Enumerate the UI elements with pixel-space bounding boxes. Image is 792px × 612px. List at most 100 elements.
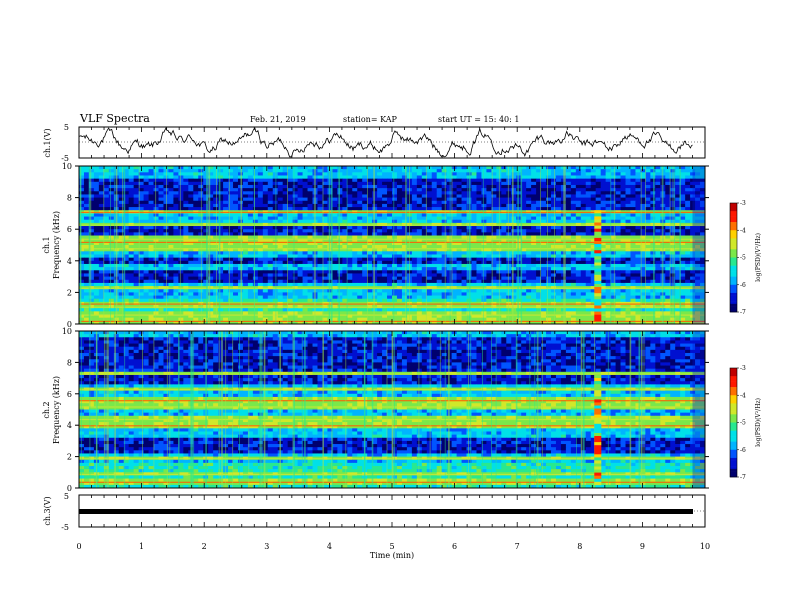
ch1-spec-burst-cell <box>594 274 602 279</box>
ch1-spec-burst-cell <box>594 219 602 223</box>
ch1-spec-ylabel-ch: ch.1 <box>42 236 51 253</box>
ch2-spectrogram-image <box>79 331 706 489</box>
ch2-spec-burst-cell <box>594 460 602 464</box>
ch3-ytick-top: 5 <box>64 492 69 501</box>
ch1-spec-band-line <box>79 314 705 316</box>
ch3-ylabel: ch.3(V) <box>43 496 52 525</box>
ch1-ytick-bottom: -5 <box>61 154 69 163</box>
ch1-spec-burst-cell <box>594 265 602 269</box>
ch1-spec-burst-cell <box>594 253 602 257</box>
ch1-spec-burst-cell <box>594 271 602 276</box>
time-axis-tick-label: 2 <box>202 542 207 551</box>
ch3-ytick-bottom: -5 <box>61 523 69 532</box>
ch2-spectrogram-panel: 10 8 6 4 2 0 ch.2 Frequency (kHz) <box>42 327 709 493</box>
ch3-waveform-panel: 5 -5 ch.3(V) <box>43 492 706 532</box>
ch1-spec-burst-cell <box>594 210 602 214</box>
ch2-spec-burst-cell <box>594 405 602 409</box>
ch1-spec-ytick: 0 <box>67 320 72 329</box>
ch2-colorbar-tick: -6 <box>740 447 746 454</box>
ch2-spec-ytick: 4 <box>67 421 72 430</box>
time-axis-tick-label: 3 <box>264 542 269 551</box>
ch1-spec-burst-cell <box>594 302 602 306</box>
ch2-spec-burst-cell <box>594 396 602 400</box>
time-axis-tick-label: 8 <box>577 542 582 551</box>
ch1-spec-burst-cell <box>594 250 602 254</box>
ch1-colorbar-tick: -6 <box>740 282 746 289</box>
ch1-spec-burst-cell <box>594 299 602 303</box>
ch1-spec-burst-cell <box>594 296 602 300</box>
ch2-spec-burst-cell <box>594 433 602 437</box>
ch1-spec-burst-cell <box>594 305 602 309</box>
ch2-spec-burst-cell <box>594 426 602 431</box>
ch1-spec-burst-cell <box>594 225 602 229</box>
time-axis-tick-label: 5 <box>389 542 394 551</box>
ch1-spec-burst-cell <box>594 259 602 263</box>
ch1-spec-burst-cell <box>594 262 602 266</box>
ch1-spec-burst-cell <box>594 308 602 312</box>
ch2-colorbar-tick: -4 <box>740 392 746 399</box>
ch1-spec-burst-cell <box>594 317 602 322</box>
ch2-spec-burst-cell <box>594 378 602 382</box>
ch2-spec-burst-cell <box>594 390 602 394</box>
ch2-spec-burst-cell <box>594 463 602 467</box>
ch2-spec-burst-cell <box>594 457 602 461</box>
ch2-spec-ylabel: Frequency (kHz) <box>52 376 61 444</box>
ch2-spec-burst-cell <box>594 466 602 470</box>
ch1-spec-burst-cell <box>594 247 602 251</box>
ch2-spec-burst-cell <box>594 399 602 403</box>
time-axis-tick-label: 7 <box>515 542 520 551</box>
time-axis-tick-label: 4 <box>327 542 332 551</box>
ch1-colorbar-label: log(PSD)(V²/Hz) <box>755 233 762 282</box>
ch1-spec-burst-cell <box>594 311 602 315</box>
ch1-spec-burst-cell <box>594 228 602 233</box>
ch1-spec-band-line <box>79 211 705 213</box>
ch1-colorbar: -3 -4 -5 -6 -7 log(PSD)(V²/Hz) <box>729 200 762 316</box>
ch2-spec-burst-cell <box>594 469 602 473</box>
time-axis-label: Time (min) <box>370 551 414 560</box>
ch2-spec-burst-cell <box>594 393 602 397</box>
ch2-spec-burst-cell <box>594 423 602 428</box>
ch1-spec-burst-cell <box>594 280 602 285</box>
figure-title: VLF Spectra <box>79 112 150 125</box>
ch2-spec-burst-cell <box>594 448 602 452</box>
ch1-spec-ytick: 6 <box>67 225 72 234</box>
ch2-spec-burst-cell <box>594 411 602 415</box>
ch1-spec-ylabel: Frequency (kHz) <box>52 211 61 279</box>
ch3-trace <box>79 509 693 514</box>
ch2-spec-burst-cell <box>594 408 602 412</box>
ch2-spec-burst-cell <box>594 472 602 476</box>
ch1-spec-burst-cell <box>594 287 602 291</box>
ch1-spec-burst-cell <box>594 222 602 226</box>
ch2-colorbar-label: log(PSD)(V²/Hz) <box>755 398 762 447</box>
ch2-spec-burst-cell <box>594 402 602 406</box>
ch2-spec-burst-cell <box>594 417 602 422</box>
ch2-spec-burst-cell <box>594 414 602 418</box>
ch2-spec-ytick: 6 <box>67 390 72 399</box>
ch2-spec-burst-cell <box>594 481 602 486</box>
ch2-colorbar: -3 -4 -5 -6 -7 log(PSD)(V²/Hz) <box>729 365 762 481</box>
ch2-spec-burst-cell <box>594 420 602 425</box>
ch1-spec-burst-cell <box>594 277 602 282</box>
ch2-spec-ylabel-ch: ch.2 <box>42 401 51 418</box>
ch1-waveform-panel: 5 -5 ch.1(V) <box>43 123 706 163</box>
ch1-spec-ytick: 10 <box>62 162 72 171</box>
ch2-spec-ytick: 10 <box>62 327 72 336</box>
ch1-spec-band-line <box>79 287 705 289</box>
ch1-spectrogram-image <box>79 166 706 325</box>
ch2-spec-burst-cell <box>594 451 602 455</box>
ch1-spec-burst-cell <box>594 256 602 260</box>
ch2-spec-ytick: 8 <box>67 358 72 367</box>
date-label: Feb. 21, 2019 <box>250 115 306 124</box>
ch1-spec-burst-cell <box>594 293 602 297</box>
ch2-spec-burst-cell <box>594 475 602 480</box>
time-axis-tick-label: 0 <box>76 542 81 551</box>
ch1-spec-burst-cell <box>594 237 602 242</box>
ch1-spectrogram-panel: 10 8 6 4 2 0 ch.1 Frequency (kHz) <box>42 162 709 329</box>
ch1-colorbar-tick: -7 <box>740 309 746 316</box>
ch2-colorbar-tick: -5 <box>740 420 746 427</box>
ch1-ylabel: ch.1(V) <box>43 128 52 157</box>
ch1-spec-burst-cell <box>594 284 602 288</box>
ch1-spec-burst-cell <box>594 244 602 248</box>
ch2-spec-burst-cell <box>594 384 602 388</box>
